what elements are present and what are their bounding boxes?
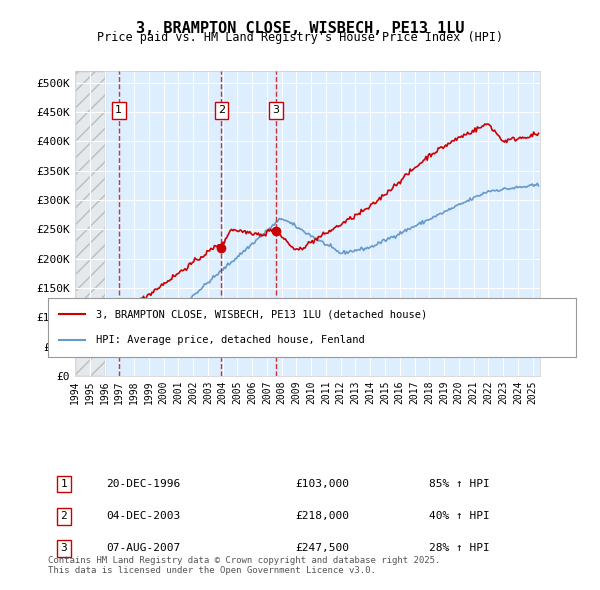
Text: 28% ↑ HPI: 28% ↑ HPI [430,543,490,553]
Text: £103,000: £103,000 [296,479,350,489]
Text: Price paid vs. HM Land Registry's House Price Index (HPI): Price paid vs. HM Land Registry's House … [97,31,503,44]
Text: HPI: Average price, detached house, Fenland: HPI: Average price, detached house, Fenl… [95,336,364,345]
Text: 3: 3 [272,106,279,116]
Text: 40% ↑ HPI: 40% ↑ HPI [430,512,490,521]
Text: 04-DEC-2003: 04-DEC-2003 [106,512,180,521]
Text: 1: 1 [61,479,67,489]
Bar [75,71,104,376]
Text: 20-DEC-1996: 20-DEC-1996 [106,479,180,489]
Text: 3, BRAMPTON CLOSE, WISBECH, PE13 1LU: 3, BRAMPTON CLOSE, WISBECH, PE13 1LU [136,21,464,35]
Text: 1: 1 [115,106,122,116]
Text: 3: 3 [61,543,67,553]
Text: Contains HM Land Registry data © Crown copyright and database right 2025.
This d: Contains HM Land Registry data © Crown c… [48,556,440,575]
Text: £247,500: £247,500 [296,543,350,553]
Text: 07-AUG-2007: 07-AUG-2007 [106,543,180,553]
Text: 2: 2 [61,512,67,521]
Text: 2: 2 [218,106,225,116]
Text: 3, BRAMPTON CLOSE, WISBECH, PE13 1LU (detached house): 3, BRAMPTON CLOSE, WISBECH, PE13 1LU (de… [95,310,427,319]
Text: 85% ↑ HPI: 85% ↑ HPI [430,479,490,489]
Text: £218,000: £218,000 [296,512,350,521]
